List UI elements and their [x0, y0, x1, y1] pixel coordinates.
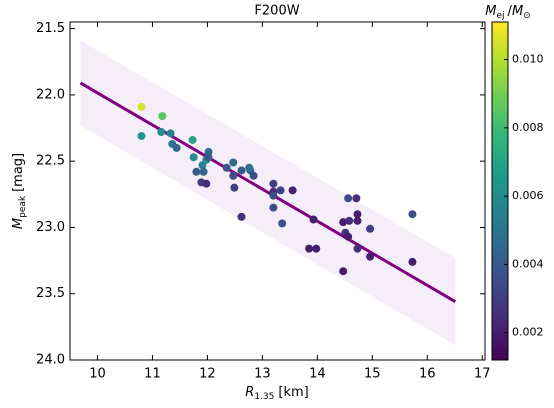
point: [222, 163, 231, 172]
point: [366, 224, 375, 233]
x-tick-label: 17: [474, 367, 491, 382]
point: [344, 232, 353, 241]
point: [269, 179, 278, 188]
point: [408, 210, 417, 219]
point: [199, 167, 208, 176]
point: [339, 218, 348, 227]
x-tick-label: 16: [419, 367, 436, 382]
x-tick-label: 14: [309, 367, 326, 382]
y-label-sub: peak: [18, 195, 28, 218]
cb-main: M: [485, 4, 496, 19]
y-tick-label: 22.0: [36, 87, 65, 102]
x-tick-label: 10: [89, 367, 106, 382]
point: [166, 129, 175, 138]
point: [202, 179, 211, 188]
point: [137, 102, 146, 111]
y-tick-label: 21.5: [36, 21, 65, 36]
y-tick-label: 23.5: [36, 286, 65, 301]
point: [278, 219, 287, 228]
point: [204, 153, 213, 162]
point: [353, 216, 362, 225]
colorbar: [491, 21, 509, 361]
point: [353, 244, 362, 253]
point: [309, 215, 318, 224]
point: [137, 131, 146, 140]
x-tick-label: 15: [364, 367, 381, 382]
point: [366, 252, 375, 261]
point: [229, 158, 238, 167]
y-axis-label: Mpeak [mag]: [11, 153, 28, 229]
point: [353, 210, 362, 219]
point: [158, 112, 167, 121]
point: [237, 166, 246, 175]
point: [237, 212, 246, 221]
x-label-unit: [km]: [278, 385, 308, 400]
x-label-sub: 1.35: [254, 392, 274, 402]
point: [345, 216, 354, 225]
point: [229, 171, 238, 180]
y-tick-label: 24.0: [36, 353, 65, 368]
point: [269, 203, 278, 212]
point: [189, 153, 198, 162]
colorbar-label: Mej/M⊙: [485, 4, 530, 21]
colorbar-tick-label: 0.002: [512, 326, 544, 339]
colorbar-tick-label: 0.004: [512, 257, 544, 270]
x-label-main: R: [245, 385, 254, 400]
point: [188, 135, 197, 144]
x-axis-label: R1.35 [km]: [245, 385, 308, 402]
point: [230, 183, 239, 192]
point: [305, 244, 314, 253]
x-tick-label: 13: [254, 367, 271, 382]
point: [172, 143, 181, 152]
plot-frame: [69, 21, 486, 361]
chart-title: F200W: [254, 4, 299, 19]
point: [249, 171, 258, 180]
y-tick-label: 22.5: [36, 154, 65, 169]
colorbar-tick-label: 0.006: [512, 189, 544, 202]
y-label-unit: [mag]: [11, 153, 26, 192]
point: [245, 163, 254, 172]
cb-sub: ej: [497, 11, 505, 21]
colorbar-tick-label: 0.008: [512, 121, 544, 134]
cb-main2: M: [512, 4, 523, 19]
fit-line: [79, 81, 457, 303]
point: [269, 191, 278, 200]
point: [344, 194, 353, 203]
colorbar-tick-label: 0.010: [512, 53, 544, 66]
x-tick-label: 11: [144, 367, 161, 382]
point: [408, 257, 417, 266]
y-tick-label: 23.0: [36, 220, 65, 235]
point: [339, 267, 348, 276]
point: [288, 186, 297, 195]
point: [312, 244, 321, 253]
y-label-main: M: [11, 218, 26, 229]
point: [192, 167, 201, 176]
cb-sep: /: [508, 4, 513, 19]
point: [157, 128, 166, 137]
point: [276, 186, 285, 195]
x-tick-label: 12: [199, 367, 216, 382]
point: [352, 194, 361, 203]
cb-sub2: ⊙: [523, 11, 531, 21]
